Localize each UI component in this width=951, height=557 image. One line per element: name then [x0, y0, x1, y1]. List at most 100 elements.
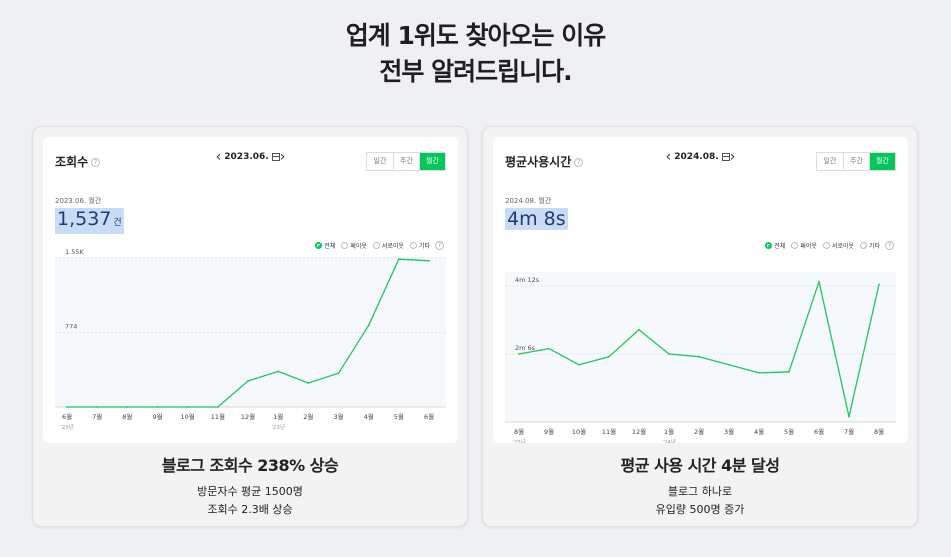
data-point: [698, 355, 700, 358]
x-tick-label: 3월: [724, 427, 734, 436]
data-point: [186, 406, 189, 408]
x-tick-label: 9월: [152, 412, 162, 421]
x-year-label: '23년: [60, 423, 74, 431]
x-tick-label: 6월: [814, 427, 824, 436]
x-tick-label: 7월: [92, 412, 102, 421]
x-year-label: '24년: [662, 438, 676, 443]
period-monthly-button[interactable]: 월간: [419, 153, 445, 170]
legend-item-mutual[interactable]: 서로이웃: [372, 241, 404, 250]
chevron-right-icon[interactable]: ›: [279, 149, 286, 165]
headline: 업계 1위도 찾아오는 이유 전부 알려드립니다.: [0, 18, 951, 90]
legend-label: 기타: [418, 243, 430, 250]
data-point: [848, 415, 850, 418]
period-monthly-button[interactable]: 월간: [869, 153, 895, 170]
data-point: [518, 353, 520, 355]
legend-item-neighbor[interactable]: 페이웃: [341, 241, 367, 250]
data-point: [758, 371, 760, 374]
x-tick-label: 11월: [602, 427, 616, 436]
x-tick-label: 7월: [844, 427, 854, 436]
x-tick-label: 9월: [544, 427, 554, 436]
period-weekly-button[interactable]: 주간: [393, 153, 419, 170]
x-tick-label: 10월: [572, 427, 586, 436]
legend-label: 전체: [774, 243, 786, 250]
sub-date: 2023.06. 월간: [55, 197, 102, 205]
data-point: [216, 406, 219, 408]
x-tick-label: 1월: [664, 427, 674, 436]
metric-unit: 건: [113, 218, 122, 228]
y-tick-label: 1.55K: [65, 248, 84, 256]
x-tick-label: 12월: [241, 412, 255, 421]
data-point: [728, 363, 730, 366]
data-point: [578, 363, 580, 366]
x-tick-label: 12월: [632, 427, 646, 436]
radio-icon: [372, 242, 380, 249]
chevron-left-icon[interactable]: ‹: [215, 149, 222, 165]
legend-item-all[interactable]: 전체: [765, 241, 785, 250]
x-tick-label: 6월: [62, 412, 72, 421]
legend: 전체 페이웃 서로이웃 기타?: [765, 241, 894, 250]
panel-title-text: 조회수: [55, 155, 89, 169]
help-icon[interactable]: ?: [574, 158, 584, 167]
data-point: [788, 370, 790, 373]
period-toggle: 일간 주간 월간: [366, 152, 446, 171]
chevron-left-icon[interactable]: ‹: [665, 149, 672, 165]
y-tick-label: 4m 12s: [515, 276, 540, 284]
legend: 전체 페이웃 서로이웃 기타?: [315, 241, 444, 250]
x-tick-label: 2월: [694, 427, 704, 436]
x-tick-label: 1월: [273, 412, 283, 421]
radio-icon: [409, 242, 417, 249]
period-daily-button[interactable]: 일간: [817, 153, 843, 170]
data-point: [638, 328, 640, 331]
legend-label: 서로이웃: [381, 243, 404, 250]
data-point: [548, 347, 550, 350]
help-icon[interactable]: ?: [885, 241, 894, 250]
sub-date: 2024.08. 월간: [505, 197, 552, 205]
stat-card-avg-time: 평균사용시간? ‹ 2024.08. › 일간 주간 월간 2024.08. 월간 …: [482, 126, 918, 527]
period-daily-button[interactable]: 일간: [367, 153, 393, 170]
card-desc-line2: 유입량 500명 증가: [655, 503, 745, 516]
data-point: [126, 406, 129, 408]
legend-item-other[interactable]: 기타?: [409, 241, 444, 250]
radio-icon: [859, 242, 867, 249]
radio-selected-icon: [315, 242, 323, 249]
panel-title: 평균사용시간?: [505, 153, 584, 170]
data-point: [878, 283, 880, 286]
card-desc-line1: 방문자수 평균 1500명: [197, 485, 303, 498]
legend-label: 페이웃: [800, 243, 817, 250]
calendar-icon[interactable]: [721, 153, 730, 161]
metric-number: 1,537: [57, 208, 112, 230]
legend-label: 전체: [324, 243, 336, 250]
card-desc-line2: 조회수 2.3배 상승: [207, 503, 293, 516]
legend-item-neighbor[interactable]: 페이웃: [791, 241, 817, 250]
date-label: 2023.06.: [224, 152, 269, 162]
calendar-icon[interactable]: [271, 153, 280, 161]
legend-label: 기타: [868, 243, 880, 250]
card-desc-line1: 블로그 하나로: [667, 485, 733, 498]
legend-item-mutual[interactable]: 서로이웃: [822, 241, 854, 250]
help-icon[interactable]: ?: [91, 158, 101, 167]
x-tick-label: 8월: [514, 427, 524, 436]
avg-time-panel: 평균사용시간? ‹ 2024.08. › 일간 주간 월간 2024.08. 월간 …: [493, 137, 908, 443]
views-line-chart: 774 1.55K 6월 7월 8월 9월 10월 11월 12월 1월 2월 3월 4월 5월 6월 '23…: [55, 248, 446, 431]
headline-line2: 전부 알려드립니다.: [379, 57, 572, 86]
data-point: [608, 355, 610, 358]
date-label: 2024.08.: [674, 152, 719, 162]
card-caption: 평균 사용 시간 4분 달성: [620, 456, 780, 475]
legend-item-other[interactable]: 기타?: [859, 241, 894, 250]
help-icon[interactable]: ?: [435, 241, 444, 250]
legend-item-all[interactable]: 전체: [315, 241, 335, 250]
x-tick-label: 4월: [754, 427, 764, 436]
period-weekly-button[interactable]: 주간: [843, 153, 869, 170]
panel-title-text: 평균사용시간: [505, 155, 572, 169]
x-tick-label: 8월: [122, 412, 132, 421]
x-tick-label: 10월: [181, 412, 195, 421]
x-tick-label: 8월: [874, 427, 884, 436]
x-tick-label: 11월: [211, 412, 225, 421]
chevron-right-icon[interactable]: ›: [729, 149, 736, 165]
y-tick-label: 2m 6s: [515, 344, 536, 352]
date-navigator: ‹ 2024.08. ›: [493, 149, 908, 165]
data-point: [307, 382, 310, 384]
legend-label: 페이웃: [350, 243, 367, 250]
x-tick-label: 2월: [303, 412, 313, 421]
x-tick-label: 3월: [333, 412, 343, 421]
